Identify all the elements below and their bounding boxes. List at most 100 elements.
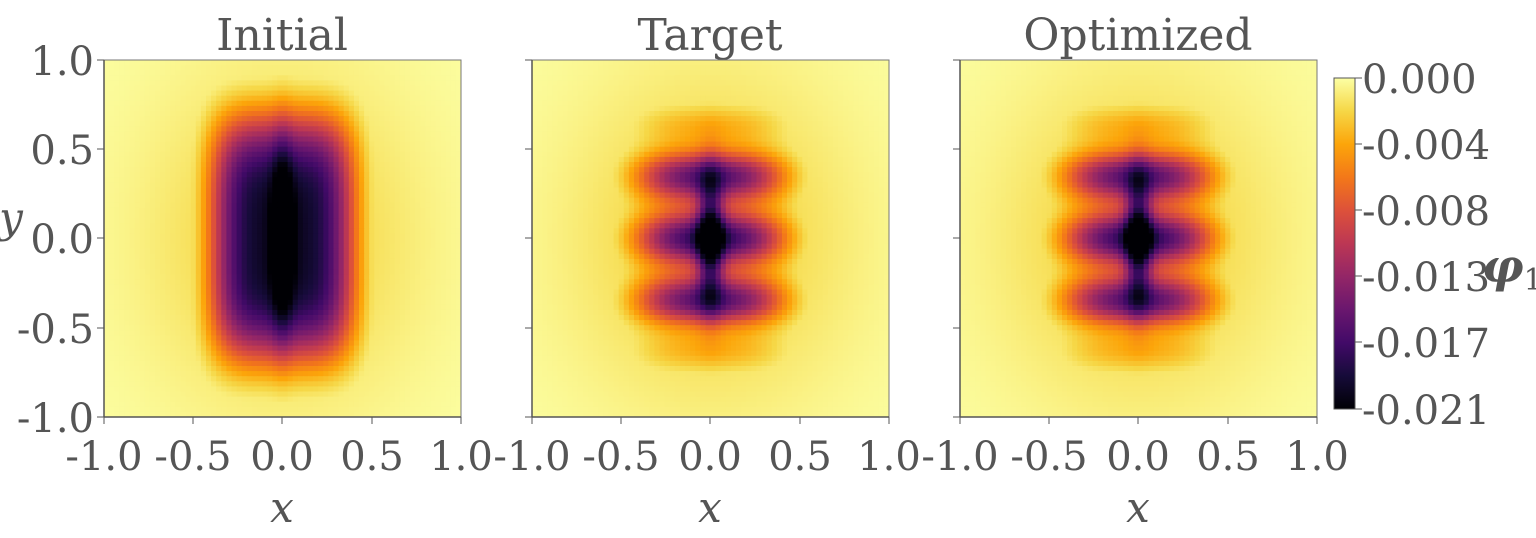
heatmap-cell: [185, 325, 192, 331]
heatmap-cell: [364, 411, 370, 417]
heatmap-cell: [160, 233, 166, 240]
heatmap-cell: [302, 95, 309, 102]
heatmap-cell: [180, 146, 187, 153]
heatmap-cell: [155, 258, 161, 265]
heatmap-cell: [333, 80, 340, 87]
heatmap-cell: [328, 238, 335, 245]
heatmap-cell: [297, 90, 304, 97]
heatmap-cell: [399, 304, 406, 311]
heatmap-cell: [399, 411, 406, 417]
heatmap-cell: [679, 60, 686, 66]
heatmap-cell: [379, 340, 386, 347]
heatmap-cell: [114, 172, 120, 178]
heatmap-cell: [160, 75, 166, 81]
heatmap-cell: [257, 238, 263, 245]
heatmap-cell: [119, 141, 125, 148]
heatmap-cell: [109, 309, 115, 316]
heatmap-cell: [231, 70, 238, 76]
heatmap-cell: [246, 100, 253, 107]
heatmap-cell: [216, 391, 222, 398]
heatmap-cell: [374, 315, 380, 321]
heatmap-cell: [328, 233, 335, 240]
heatmap-cell: [425, 243, 431, 250]
heatmap-cell: [216, 156, 222, 163]
heatmap-cell: [404, 258, 411, 265]
heatmap-cell: [262, 325, 268, 331]
heatmap-cell: [139, 289, 146, 296]
heatmap-cell: [394, 360, 401, 367]
heatmap-cell: [404, 131, 411, 138]
heatmap-cell: [180, 371, 187, 377]
heatmap-cell: [241, 335, 248, 342]
heatmap-cell: [282, 187, 289, 194]
heatmap-cell: [129, 340, 136, 347]
heatmap-cell: [144, 182, 151, 189]
heatmap-cell: [175, 136, 182, 143]
heatmap-cell: [282, 70, 289, 76]
heatmap-cell: [134, 345, 141, 352]
heatmap-cell: [241, 121, 248, 127]
heatmap-cell: [231, 406, 238, 413]
heatmap-cell: [160, 376, 166, 382]
heatmap-cell: [440, 279, 447, 285]
heatmap-cell: [440, 376, 447, 382]
heatmap-cell: [379, 126, 386, 132]
heatmap-cell: [878, 60, 885, 66]
heatmap-cell: [175, 386, 182, 393]
heatmap-cell: [139, 401, 146, 408]
heatmap-cell: [282, 65, 289, 71]
heatmap-cell: [562, 60, 569, 66]
heatmap-cell: [119, 371, 125, 377]
heatmap-cell: [430, 187, 437, 194]
heatmap-cell: [129, 111, 136, 117]
heatmap-cell: [144, 309, 151, 316]
heatmap-cell: [165, 131, 171, 138]
heatmap-cell: [246, 243, 253, 250]
heatmap-cell: [318, 304, 324, 311]
heatmap-cell: [440, 243, 447, 250]
heatmap-cell: [404, 289, 411, 296]
heatmap-cell: [221, 116, 227, 122]
heatmap-cell: [410, 192, 416, 199]
heatmap-cell: [450, 65, 457, 71]
heatmap-cell: [231, 213, 238, 219]
heatmap-cell: [241, 156, 248, 163]
heatmap-cell: [195, 187, 202, 194]
heatmap-cell: [104, 253, 110, 260]
heatmap-cell: [430, 350, 437, 357]
heatmap-cell: [241, 330, 248, 336]
heatmap-cell: [435, 381, 442, 387]
heatmap-cell: [313, 162, 319, 168]
heatmap-cell: [195, 75, 202, 81]
heatmap-cell: [410, 294, 416, 301]
heatmap-cell: [297, 243, 304, 250]
heatmap-cell: [206, 162, 212, 168]
heatmap-cell: [165, 253, 171, 260]
heatmap-cell: [389, 95, 396, 102]
heatmap-cell: [262, 105, 268, 112]
heatmap-cell: [359, 151, 365, 158]
heatmap-cell: [445, 218, 452, 224]
heatmap-cell: [297, 233, 304, 240]
heatmap-cell: [435, 248, 442, 255]
heatmap-cell: [410, 411, 416, 417]
heatmap-cell: [195, 258, 202, 265]
heatmap-cell: [277, 197, 284, 204]
heatmap-cell: [359, 238, 365, 245]
heatmap-cell: [262, 75, 268, 81]
heatmap-cell: [267, 269, 273, 275]
heatmap-cell: [369, 258, 375, 265]
heatmap-cell: [343, 284, 350, 291]
heatmap-cell: [155, 248, 161, 255]
heatmap-cell: [119, 253, 125, 260]
heatmap-cell: [195, 218, 202, 224]
heatmap-cell: [144, 238, 151, 245]
heatmap-cell: [109, 177, 115, 183]
heatmap-cell: [211, 100, 217, 107]
heatmap-cell: [333, 233, 340, 240]
heatmap-cell: [211, 289, 217, 296]
heatmap-cell: [787, 60, 793, 66]
heatmap-cell: [155, 284, 161, 291]
heatmap-cell: [104, 345, 110, 352]
heatmap-cell: [221, 197, 227, 204]
